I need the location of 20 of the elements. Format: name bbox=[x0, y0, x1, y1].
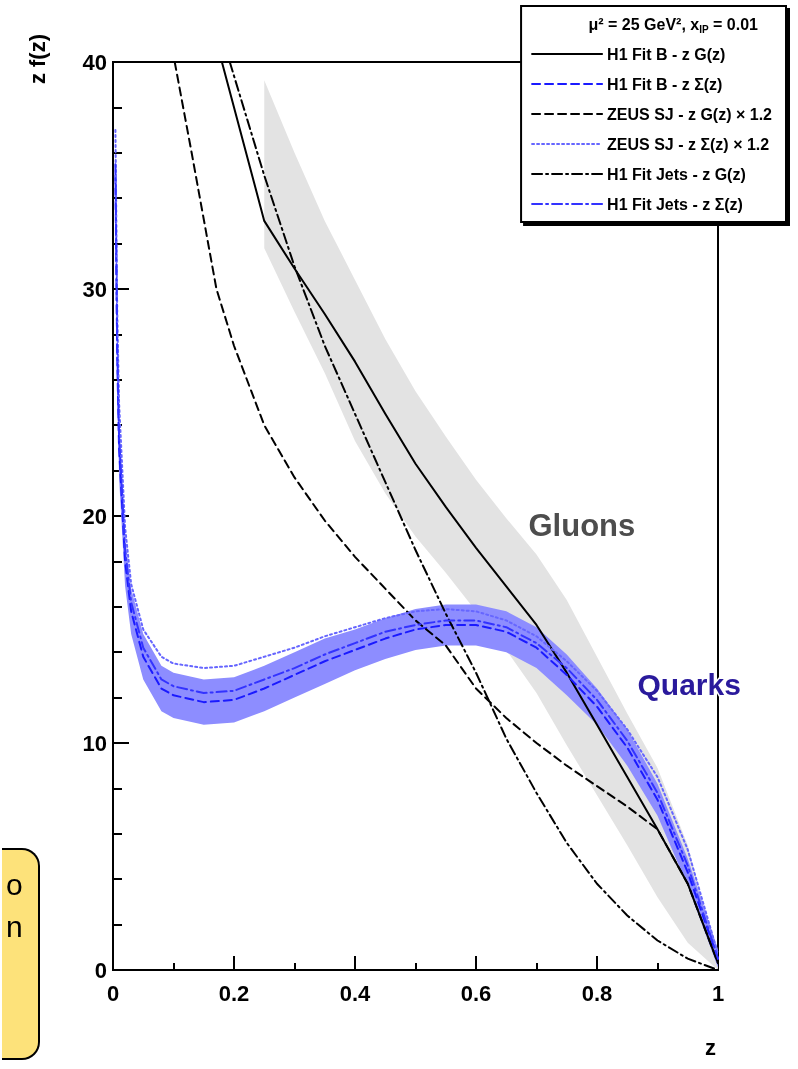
y-axis-title: z f(z) bbox=[24, 34, 50, 85]
annotation: Gluons bbox=[528, 507, 636, 543]
legend-label: ZEUS SJ - z G(z) × 1.2 bbox=[607, 105, 773, 123]
x-tick-label: 0.4 bbox=[339, 980, 372, 1006]
y-tick-label: 40 bbox=[82, 49, 107, 75]
y-tick-label: 0 bbox=[94, 957, 107, 983]
legend-label: H1 Fit B - z Σ(z) bbox=[607, 75, 723, 93]
x-axis-title: z bbox=[705, 1034, 716, 1060]
y-tick-label: 20 bbox=[82, 503, 107, 529]
x-tick-label: 0.8 bbox=[581, 980, 613, 1006]
legend-label: H1 Fit Jets - z G(z) bbox=[607, 165, 746, 183]
x-tick-label: 1 bbox=[711, 980, 725, 1006]
x-tick-label: 0.2 bbox=[218, 980, 250, 1006]
legend-label: H1 Fit B - z G(z) bbox=[607, 45, 726, 63]
y-tick-label: 30 bbox=[82, 276, 107, 302]
note-box: o n bbox=[2, 848, 40, 1060]
legend-label: H1 Fit Jets - z Σ(z) bbox=[607, 195, 743, 213]
legend-label: ZEUS SJ - z Σ(z) × 1.2 bbox=[607, 135, 770, 153]
x-tick-label: 0.6 bbox=[460, 980, 492, 1006]
y-tick-label: 10 bbox=[82, 730, 107, 756]
